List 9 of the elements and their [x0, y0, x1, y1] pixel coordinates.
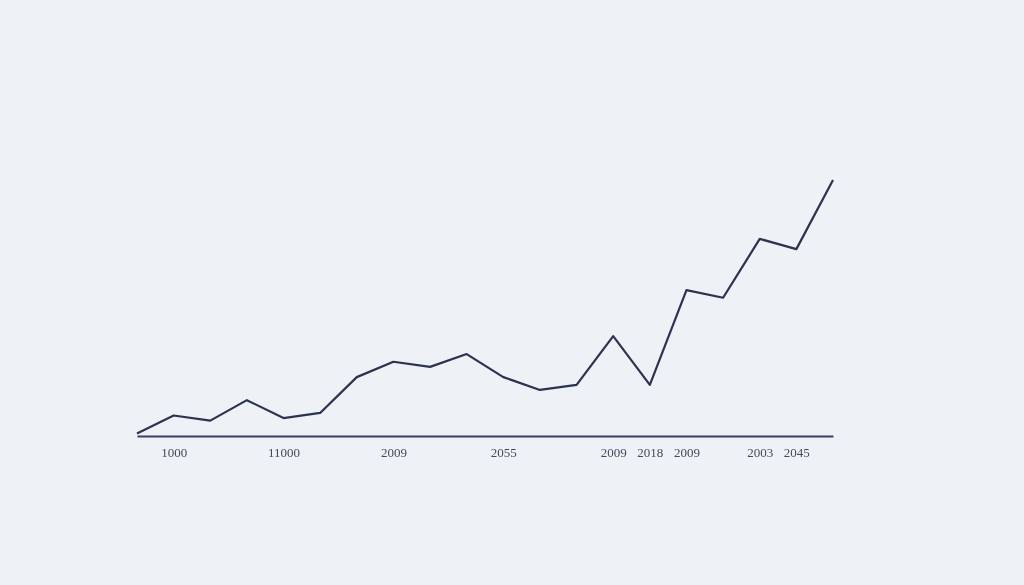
x-tick-label: 2018: [637, 444, 664, 460]
x-tick-label: 2055: [490, 444, 517, 460]
x-tick-label: 2003: [747, 444, 774, 460]
x-tick-label: 2009: [380, 444, 407, 460]
x-tick-label: 2045: [783, 444, 810, 460]
x-tick-label: 1000: [161, 444, 188, 460]
x-tick-label: 2009: [600, 444, 627, 460]
x-tick-label: 11000: [268, 444, 301, 460]
x-tick-label: 2009: [673, 444, 700, 460]
